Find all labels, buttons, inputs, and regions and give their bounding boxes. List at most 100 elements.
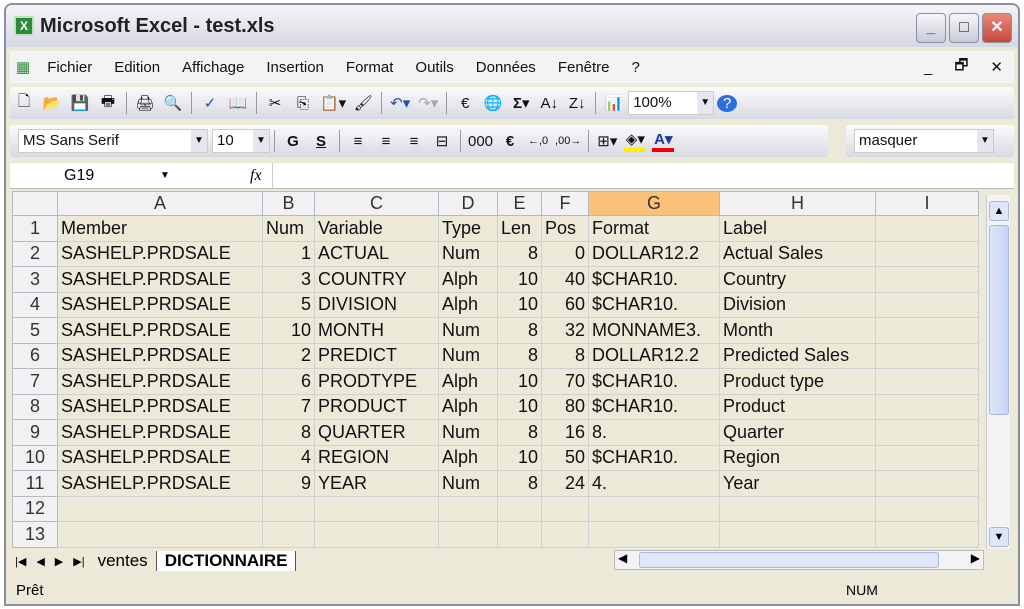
row-header[interactable]: 13 [12, 521, 58, 548]
cell-F1[interactable]: Pos [541, 215, 589, 242]
column-header-D[interactable]: D [438, 191, 498, 216]
cell-I11[interactable] [875, 470, 979, 497]
row-header[interactable]: 9 [12, 419, 58, 446]
scroll-thumb[interactable] [989, 225, 1009, 415]
cell-D8[interactable]: Alph [438, 393, 498, 420]
cell-B6[interactable]: 2 [262, 342, 315, 369]
cell-H3[interactable]: Country [719, 266, 876, 293]
cell-I12[interactable] [875, 495, 979, 522]
cell-H10[interactable]: Region [719, 444, 876, 471]
column-header-E[interactable]: E [497, 191, 542, 216]
scroll-up-button[interactable]: ▲ [989, 201, 1009, 221]
column-header-I[interactable]: I [875, 191, 979, 216]
autosum-icon[interactable]: Σ▾ [512, 95, 530, 112]
align-center-icon[interactable]: ≡ [381, 132, 391, 150]
cell-C1[interactable]: Variable [314, 215, 439, 242]
cell-F12[interactable] [541, 495, 589, 522]
cell-G13[interactable] [588, 521, 720, 548]
prev-sheet-icon[interactable]: ◀ [36, 555, 45, 568]
cell-I9[interactable] [875, 419, 979, 446]
cell-F7[interactable]: 70 [541, 368, 589, 395]
row-header[interactable]: 10 [12, 444, 58, 471]
cell-G9[interactable]: 8. [588, 419, 720, 446]
bold-button[interactable]: G [287, 132, 299, 150]
cell-H1[interactable]: Label [719, 215, 876, 242]
help-icon[interactable]: ? [717, 94, 738, 112]
cell-A10[interactable]: SASHELP.PRDSALE [57, 444, 263, 471]
thousands-button[interactable]: 000 [468, 132, 494, 150]
cell-C2[interactable]: ACTUAL [314, 240, 439, 267]
chart-wizard-icon[interactable]: 📊 [604, 95, 624, 112]
cell-G10[interactable]: $CHAR10. [588, 444, 720, 471]
cell-G2[interactable]: DOLLAR12.2 [588, 240, 720, 267]
cell-H9[interactable]: Quarter [719, 419, 876, 446]
cell-E5[interactable]: 8 [497, 317, 542, 344]
cell-E13[interactable] [497, 521, 542, 548]
cell-A1[interactable]: Member [57, 215, 263, 242]
cell-E4[interactable]: 10 [497, 291, 542, 318]
cell-C4[interactable]: DIVISION [314, 291, 439, 318]
cell-A2[interactable]: SASHELP.PRDSALE [57, 240, 263, 267]
cell-E11[interactable]: 8 [497, 470, 542, 497]
cell-I8[interactable] [875, 393, 979, 420]
cell-B9[interactable]: 8 [262, 419, 315, 446]
cell-A12[interactable] [57, 495, 263, 522]
menu-fichier[interactable]: Fichier [47, 58, 93, 76]
row-header[interactable]: 4 [12, 291, 58, 318]
cell-A11[interactable]: SASHELP.PRDSALE [57, 470, 263, 497]
cell-B5[interactable]: 10 [262, 317, 315, 344]
cell-E10[interactable]: 10 [497, 444, 542, 471]
zoom-select[interactable]: 100% ▼ [628, 91, 715, 115]
style-select[interactable]: masquer ▼ [854, 129, 994, 153]
cell-A4[interactable]: SASHELP.PRDSALE [57, 291, 263, 318]
font-select[interactable]: MS Sans Serif ▼ [18, 129, 208, 153]
align-right-icon[interactable]: ≡ [409, 132, 419, 150]
column-header-A[interactable]: A [57, 191, 263, 216]
name-box[interactable]: G19 [64, 166, 95, 184]
row-header[interactable]: 12 [12, 495, 58, 522]
cell-A5[interactable]: SASHELP.PRDSALE [57, 317, 263, 344]
cell-G8[interactable]: $CHAR10. [588, 393, 720, 420]
scroll-left-button[interactable]: ◀ [618, 551, 628, 565]
cell-C6[interactable]: PREDICT [314, 342, 439, 369]
name-box-dropdown-icon[interactable]: ▼ [160, 170, 170, 181]
select-all-corner[interactable] [12, 191, 58, 216]
cell-B7[interactable]: 6 [262, 368, 315, 395]
cell-B10[interactable]: 4 [262, 444, 315, 471]
cell-G12[interactable] [588, 495, 720, 522]
cell-C13[interactable] [314, 521, 439, 548]
cell-D13[interactable] [438, 521, 498, 548]
increase-decimal-icon[interactable]: ←,0 [527, 135, 549, 147]
hscroll-thumb[interactable] [639, 552, 939, 568]
hyperlink-icon[interactable]: 🌐 [483, 95, 503, 112]
cell-F13[interactable] [541, 521, 589, 548]
menu-outils[interactable]: Outils [415, 58, 454, 76]
cell-G1[interactable]: Format [588, 215, 720, 242]
last-sheet-icon[interactable]: ▶| [73, 555, 85, 568]
cell-I6[interactable] [875, 342, 979, 369]
font-color-icon[interactable]: A▾ [652, 130, 675, 152]
column-header-C[interactable]: C [314, 191, 439, 216]
cell-F11[interactable]: 24 [541, 470, 589, 497]
doc-close-button[interactable]: ✕ [990, 59, 1003, 76]
maximize-button[interactable]: □ [949, 13, 979, 43]
cell-D1[interactable]: Type [438, 215, 498, 242]
cell-E12[interactable] [497, 495, 542, 522]
cell-H4[interactable]: Division [719, 291, 876, 318]
formula-input[interactable] [271, 163, 1014, 188]
cell-H5[interactable]: Month [719, 317, 876, 344]
cell-H11[interactable]: Year [719, 470, 876, 497]
menu-fenetre[interactable]: Fenêtre [557, 58, 610, 76]
copy-icon[interactable]: ⎘ [296, 94, 309, 112]
cell-I5[interactable] [875, 317, 979, 344]
permission-icon[interactable]: 🖶 [100, 92, 116, 110]
cell-D2[interactable]: Num [438, 240, 498, 267]
workbook-icon[interactable]: ▦ [16, 59, 31, 76]
cell-B2[interactable]: 1 [262, 240, 315, 267]
cell-B1[interactable]: Num [262, 215, 315, 242]
sheet-tab-dictionnaire[interactable]: DICTIONNAIRE [156, 551, 297, 571]
cell-C10[interactable]: REGION [314, 444, 439, 471]
cell-E3[interactable]: 10 [497, 266, 542, 293]
column-header-G[interactable]: G [588, 191, 720, 216]
save-icon[interactable]: 💾 [70, 95, 90, 112]
